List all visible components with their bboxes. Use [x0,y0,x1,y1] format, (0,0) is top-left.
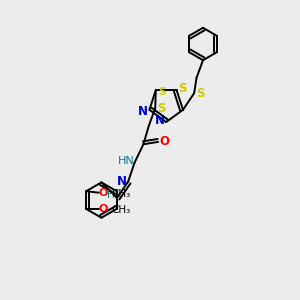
Text: O: O [160,135,170,148]
Text: S: S [196,87,205,100]
Text: O: O [99,188,108,198]
Text: N: N [155,114,165,127]
Text: S: S [158,102,166,116]
Text: HN: HN [118,156,135,166]
Text: H: H [106,190,114,200]
Text: N: N [117,175,127,188]
Text: N: N [138,105,148,118]
Text: S: S [178,82,187,95]
Text: CH₃: CH₃ [111,189,130,199]
Text: O: O [99,204,108,214]
Text: CH₃: CH₃ [111,205,130,215]
Text: S: S [158,86,165,97]
